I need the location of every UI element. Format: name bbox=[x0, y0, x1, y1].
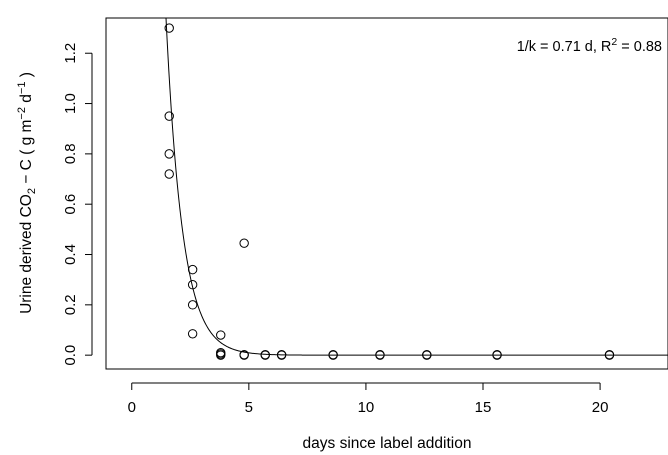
y-tick-label: 0.0 bbox=[62, 345, 79, 366]
x-tick-label: 15 bbox=[475, 399, 492, 416]
data-points bbox=[164, 23, 615, 360]
x-axis: 0 5 10 15 20 bbox=[128, 382, 609, 416]
data-point bbox=[164, 23, 174, 33]
data-point bbox=[328, 349, 338, 360]
y-tick-label: 1.2 bbox=[62, 43, 79, 64]
x-axis-label: days since label addition bbox=[303, 435, 472, 452]
annotation-text: 1/k = 0.71 d, R bbox=[517, 39, 612, 55]
fit-curve bbox=[165, 18, 668, 356]
y-label-sub: 2 bbox=[26, 188, 38, 194]
data-point bbox=[604, 349, 615, 360]
data-point bbox=[216, 349, 226, 359]
data-point bbox=[187, 300, 198, 310]
data-point bbox=[164, 169, 174, 179]
y-label-prefix: Urine derived CO bbox=[18, 194, 35, 314]
y-tick-label: 0.6 bbox=[62, 194, 79, 215]
data-point bbox=[422, 349, 432, 360]
annotation-sup: 2 bbox=[611, 36, 617, 48]
data-point bbox=[216, 330, 226, 340]
y-axis: 0.0 0.2 0.4 0.6 0.8 1.0 1.2 bbox=[62, 43, 93, 366]
data-point bbox=[164, 111, 174, 121]
data-point bbox=[239, 349, 249, 360]
x-tick-label: 0 bbox=[128, 399, 136, 416]
x-tick-label: 10 bbox=[358, 399, 375, 416]
x-tick-label: 5 bbox=[245, 399, 253, 416]
y-label-mid2: d bbox=[18, 94, 35, 107]
data-point bbox=[375, 349, 385, 360]
data-point bbox=[239, 238, 249, 248]
y-axis-label: Urine derived CO2 − C ( g m−2 d−1 ) bbox=[16, 72, 38, 314]
y-tick-label: 0.8 bbox=[62, 143, 79, 164]
data-point bbox=[187, 264, 198, 275]
data-point bbox=[492, 349, 502, 360]
x-tick-label: 20 bbox=[592, 399, 609, 416]
y-label-suffix: ) bbox=[18, 72, 35, 81]
plot-frame bbox=[105, 17, 668, 370]
y-tick-label: 0.4 bbox=[62, 244, 79, 265]
annotation-suffix: = 0.88 bbox=[617, 39, 662, 55]
y-label-mid: − C ( g m bbox=[18, 120, 35, 188]
y-tick-label: 0.2 bbox=[62, 294, 79, 315]
y-label-sup2: −1 bbox=[16, 82, 28, 95]
data-point bbox=[187, 329, 198, 339]
data-point bbox=[164, 149, 174, 159]
data-point bbox=[187, 280, 198, 290]
y-tick-label: 1.0 bbox=[62, 93, 79, 114]
data-point bbox=[276, 349, 287, 360]
y-label-sup1: −2 bbox=[16, 107, 28, 120]
data-point bbox=[260, 349, 270, 360]
fit-annotation: 1/k = 0.71 d, R2 = 0.88 bbox=[517, 36, 662, 55]
